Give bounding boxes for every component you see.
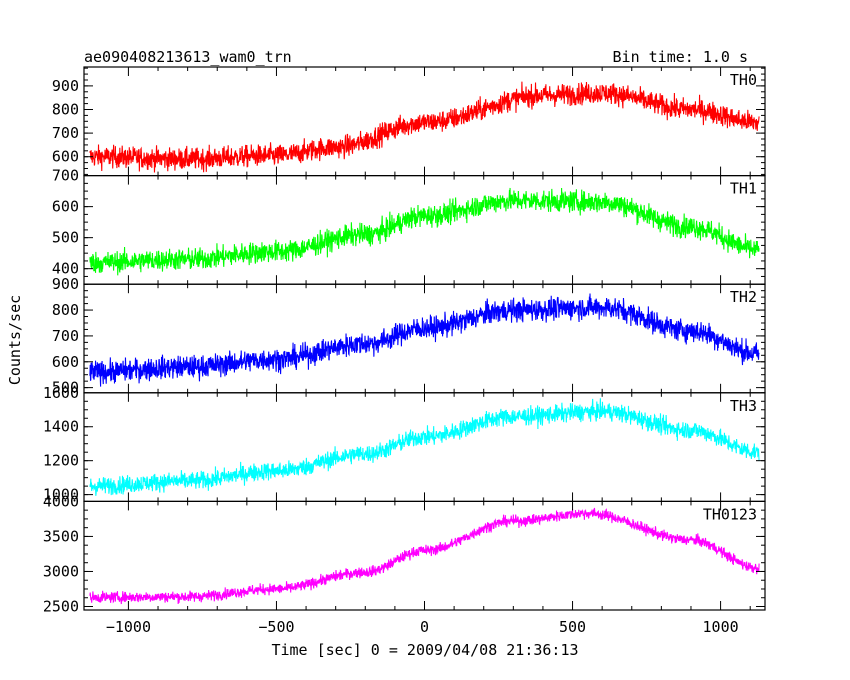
panel-label-th0: TH0 [730,71,757,89]
y-tick-label: 1200 [43,452,79,470]
y-tick-label: 700 [52,167,79,185]
y-tick-label: 400 [52,260,79,278]
panel-frame [83,500,766,611]
y-tick-label: 600 [52,198,79,216]
panel-label-th0123: TH0123 [703,505,757,523]
series-line-th2 [89,293,760,387]
panel-th1: 400 500 600 700 TH1 [52,167,766,285]
y-axis-label: Counts/sec [6,295,24,385]
series-line-th3 [89,398,760,496]
y-tick-label: 700 [52,327,79,345]
y-tick-label: 4000 [43,492,79,510]
x-tick-label: 1000 [703,618,739,636]
series-line-th0 [89,81,760,173]
y-tick-label: 1600 [43,384,79,402]
y-tick-label: 600 [52,148,79,166]
panel-frame [83,175,766,285]
x-tick-label: −1000 [106,618,151,636]
y-tick-label: 1400 [43,418,79,436]
panel-frame [83,283,766,394]
y-tick-label: 900 [52,77,79,95]
y-tick-label: 800 [52,100,79,118]
x-axis-label: Time [sec] 0 = 2009/04/08 21:36:13 [271,641,578,659]
panel-th2: 500 600 700 800 900 TH2 [52,275,766,397]
x-tick-label: −500 [258,618,294,636]
x-tick-label: 0 [420,618,429,636]
panel-frame [83,392,766,502]
panel-th0123: 2500 3000 3500 4000 TH0123 [43,492,766,615]
panel-label-th1: TH1 [730,180,757,198]
y-tick-label: 700 [52,124,79,142]
panel-th3: 1000 1200 1400 1600 TH3 [43,384,766,504]
y-tick-label: 600 [52,353,79,371]
x-tick-label: 500 [559,618,586,636]
bin-time-label: Bin time: 1.0 s [613,48,748,66]
chart-title: ae090408213613_wam0_trn [84,48,292,66]
y-tick-label: 500 [52,229,79,247]
y-tick-label: 800 [52,301,79,319]
y-tick-label: 3000 [43,562,79,580]
y-tick-label: 2500 [43,597,79,615]
panel-label-th2: TH2 [730,288,757,306]
panel-label-th3: TH3 [730,397,757,415]
y-tick-label: 3500 [43,527,79,545]
y-tick-label: 500 [52,379,79,397]
y-tick-label: 900 [52,275,79,293]
y-tick-label: 1000 [43,486,79,504]
series-line-th0123 [89,507,760,605]
series-line-th1 [89,187,760,276]
panel-th0: 600 700 800 900 TH0 [52,66,766,177]
